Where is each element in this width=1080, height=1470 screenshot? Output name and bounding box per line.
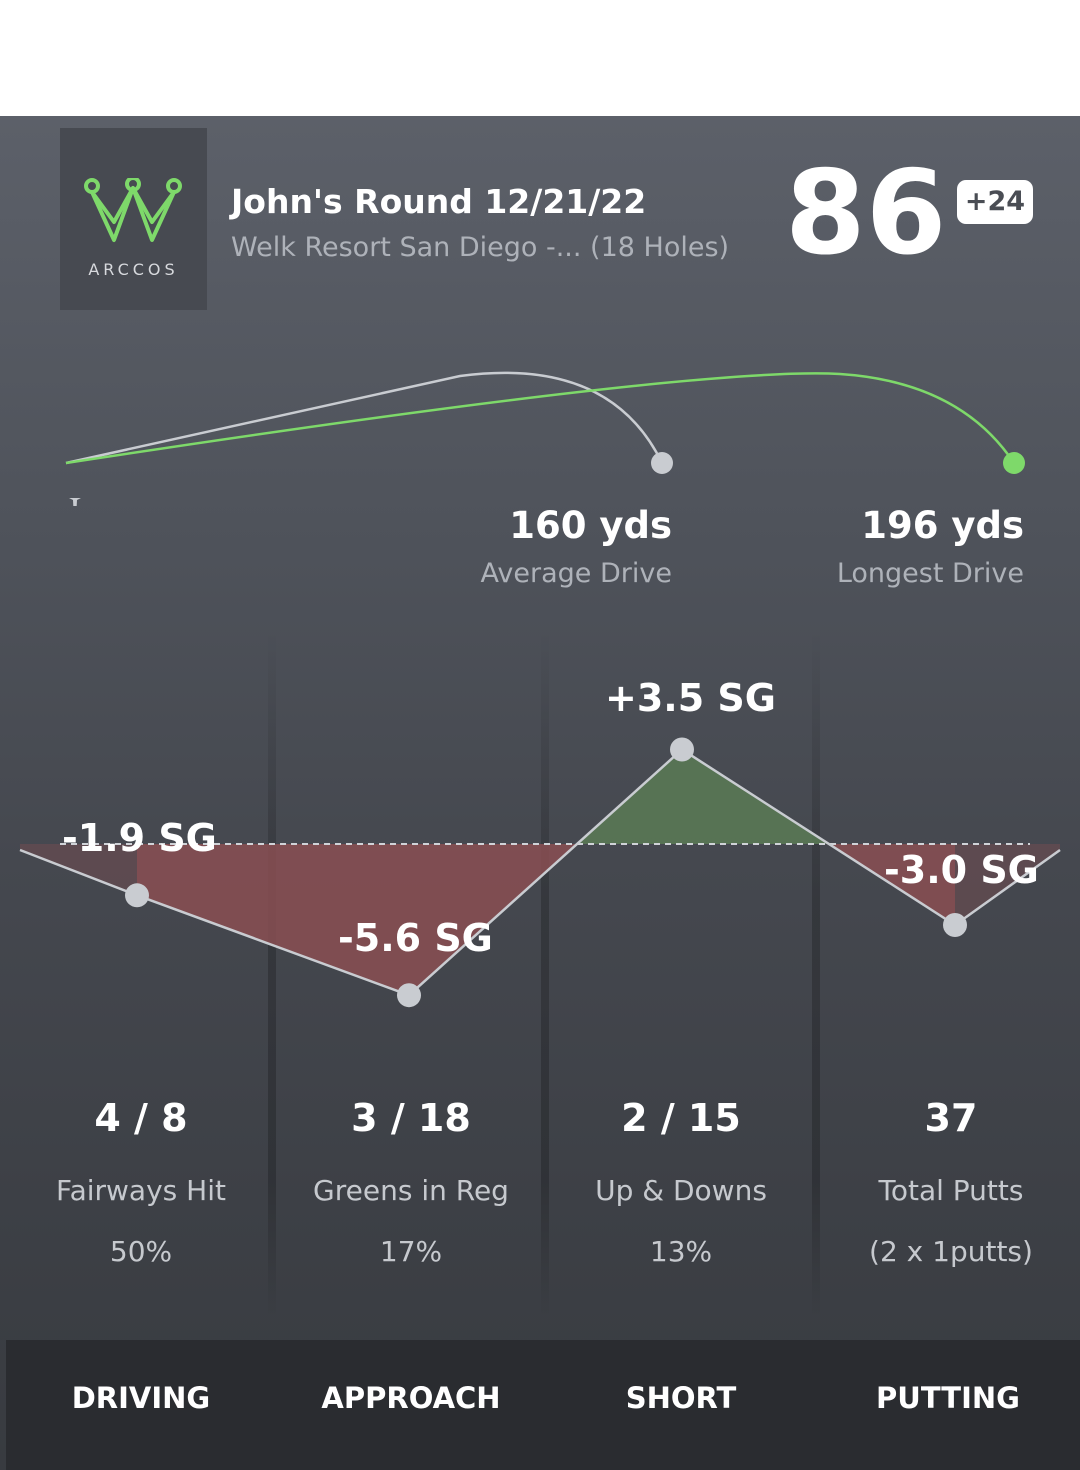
column-divider: [541, 628, 549, 1318]
crown-icon: [84, 178, 182, 242]
stat-value: 37: [924, 1096, 978, 1140]
average-drive-label: Average Drive: [480, 558, 672, 589]
stat-detail: (2 x 1putts): [869, 1235, 1033, 1268]
average-drive-arc: [65, 371, 664, 465]
tab-driving[interactable]: DRIVING: [71, 1381, 211, 1415]
stat-greens: 3 / 18 Greens in Reg 17%: [276, 1096, 546, 1268]
sg-label-driving: -1.9 SG: [62, 816, 217, 860]
stat-name: Fairways Hit: [56, 1174, 226, 1207]
stat-detail: 17%: [379, 1235, 443, 1268]
stat-value: 2 / 15: [621, 1096, 741, 1140]
average-drive-marker: [651, 452, 673, 474]
tab-putting[interactable]: PUTTING: [876, 1381, 1020, 1415]
sg-point-driving: [125, 883, 149, 908]
sg-negative-area: [137, 844, 409, 996]
sg-label-putting: -3.0 SG: [884, 848, 1039, 892]
logo-text: ARCCOS: [88, 260, 179, 279]
tab-approach[interactable]: APPROACH: [321, 1381, 501, 1415]
stat-value: 4 / 8: [94, 1096, 188, 1140]
category-tab-bar: DRIVING APPROACH SHORT PUTTING: [6, 1340, 1080, 1470]
round-title: John's Round 12/21/22: [231, 182, 647, 221]
longest-drive-value: 196 yds: [861, 504, 1024, 547]
status-area: [0, 0, 1080, 116]
sg-label-short: +3.5 SG: [605, 676, 776, 720]
stat-name: Greens in Reg: [313, 1174, 509, 1207]
stat-value: 3 / 18: [351, 1096, 471, 1140]
sg-point-approach: [397, 983, 421, 1008]
total-score: 86: [785, 146, 947, 281]
sg-point-short: [670, 737, 694, 762]
tee-icon: [69, 498, 81, 506]
sg-point-putting: [943, 913, 967, 937]
sg-negative-area: [20, 844, 137, 896]
stat-putts: 37 Total Putts (2 x 1putts): [816, 1096, 1080, 1268]
column-divider: [268, 628, 276, 1318]
round-summary-card: ARCCOS John's Round 12/21/22 Welk Resort…: [0, 116, 1080, 1470]
stat-name: Up & Downs: [595, 1174, 767, 1207]
tab-short[interactable]: SHORT: [625, 1381, 737, 1415]
stat-detail: 13%: [649, 1235, 713, 1268]
strokes-gained-chart: [19, 737, 1061, 1008]
column-divider: [812, 628, 820, 1318]
stat-detail: 50%: [109, 1235, 173, 1268]
course-name: Welk Resort San Diego -... (18 Holes): [231, 232, 730, 263]
longest-drive-marker: [1003, 452, 1025, 474]
sg-line: [19, 747, 1061, 997]
longest-drive-label: Longest Drive: [836, 558, 1024, 589]
sg-label-approach: -5.6 SG: [338, 916, 493, 960]
drive-trajectory: [65, 371, 1025, 506]
average-drive-value: 160 yds: [509, 504, 672, 547]
stat-fairways: 4 / 8 Fairways Hit 50%: [6, 1096, 276, 1268]
stat-up-downs: 2 / 15 Up & Downs 13%: [546, 1096, 816, 1268]
arccos-logo: ARCCOS: [60, 128, 207, 310]
longest-drive-arc: [65, 372, 1016, 465]
stat-name: Total Putts: [878, 1174, 1024, 1207]
score-to-par-badge: +24: [957, 180, 1033, 224]
